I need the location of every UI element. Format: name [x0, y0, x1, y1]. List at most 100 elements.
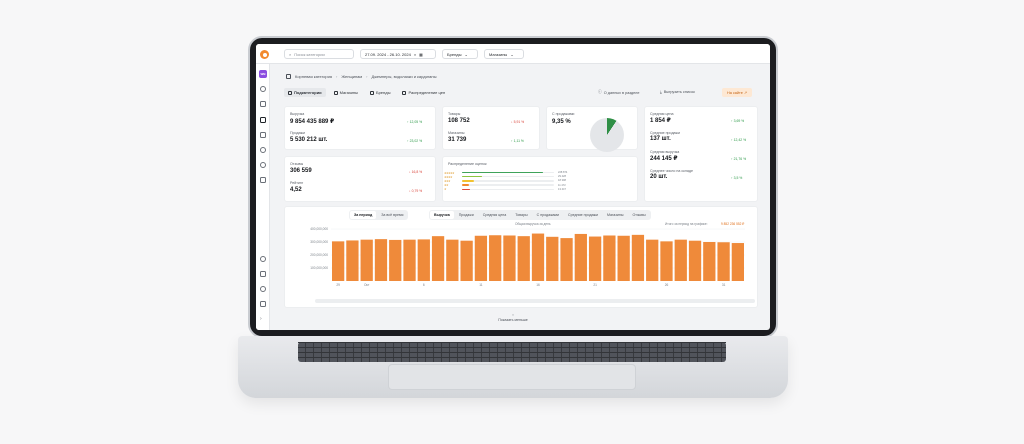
- search-icon[interactable]: [260, 162, 266, 168]
- avg-stock-change: ↑ 3,5 %: [731, 176, 743, 180]
- tag-icon: [369, 90, 374, 95]
- chart-bar[interactable]: [446, 239, 459, 281]
- app-logo[interactable]: [260, 50, 269, 59]
- chart-bar[interactable]: [646, 239, 659, 281]
- rating-row: ★★★★ 29 428: [444, 175, 584, 179]
- tab-brands[interactable]: Бренды: [366, 88, 395, 97]
- chart-bar[interactable]: [703, 242, 716, 281]
- avg-revenue-label: Средняя выручка: [650, 150, 680, 154]
- metric-option[interactable]: Отзывы: [632, 213, 646, 217]
- tab-subcategories[interactable]: Подкатегории: [284, 88, 326, 97]
- chart-bar[interactable]: [674, 239, 687, 281]
- metric-option[interactable]: Магазины: [607, 213, 624, 217]
- rating-distribution-title: Распределение оценок: [448, 162, 487, 166]
- chart-bar[interactable]: [360, 239, 373, 281]
- rating-count: 29 428: [558, 175, 566, 179]
- chart-bar[interactable]: [546, 236, 559, 281]
- dashboard-icon[interactable]: [260, 86, 266, 92]
- shops-select[interactable]: Магазины ⌄: [484, 49, 524, 59]
- chart-bar[interactable]: [588, 236, 602, 281]
- show-less-button[interactable]: ⌃ Показать меньше: [256, 314, 770, 322]
- grid-icon[interactable]: [260, 132, 266, 138]
- marketplace-badge[interactable]: WB: [259, 70, 267, 78]
- chart-bar[interactable]: [731, 243, 745, 281]
- rating-stars: ★★: [444, 183, 449, 188]
- chart-bar[interactable]: [346, 240, 359, 281]
- x-tick-label: 21: [593, 283, 597, 287]
- period-option[interactable]: За всё время: [381, 213, 404, 217]
- chart-scrollbar[interactable]: [315, 299, 755, 303]
- metric-option[interactable]: Продажи: [458, 213, 474, 217]
- chart-bar[interactable]: [460, 240, 473, 281]
- chart-bar[interactable]: [531, 233, 545, 281]
- settings-icon[interactable]: [260, 286, 266, 292]
- rating-row: ★★ 11 472: [444, 183, 584, 188]
- chart-bar[interactable]: [574, 233, 587, 281]
- document-icon[interactable]: [260, 177, 266, 183]
- shops-value: 31 739: [448, 137, 467, 143]
- translate-icon[interactable]: [260, 271, 266, 277]
- chart-bar[interactable]: [389, 239, 402, 281]
- chart-bar[interactable]: [374, 239, 388, 281]
- open-on-site-button[interactable]: На сайте ↗: [722, 88, 753, 97]
- metric-toggle: Выручка Продажи Средняя цена Товары С продаж…: [429, 210, 651, 220]
- chart-bar[interactable]: [517, 236, 530, 281]
- with-sales-pie: [590, 118, 624, 152]
- expand-icon[interactable]: ›: [260, 316, 262, 322]
- period-option[interactable]: За период: [350, 211, 377, 219]
- tab-shops[interactable]: Магазины: [330, 88, 362, 97]
- y-tick-label: 400,000,000: [310, 227, 328, 231]
- metric-option[interactable]: Выручка: [430, 211, 454, 219]
- tag-icon[interactable]: [260, 147, 266, 153]
- bar-chart-icon: [402, 90, 407, 95]
- chart-bar[interactable]: [474, 235, 488, 281]
- brands-select[interactable]: Бренды ⌄: [442, 49, 478, 59]
- x-tick-label: 11: [479, 283, 483, 287]
- metric-option[interactable]: Средняя цена: [482, 213, 507, 217]
- logout-icon[interactable]: [260, 301, 266, 307]
- metric-option[interactable]: С продажами: [536, 213, 560, 217]
- chart-bar[interactable]: [503, 235, 516, 282]
- cart-icon[interactable]: [260, 101, 266, 107]
- store-icon[interactable]: [260, 117, 266, 123]
- date-range-picker[interactable]: 27.09. 2024 - 26.10. 2024 × ▦: [360, 49, 436, 59]
- chart-bar[interactable]: [489, 235, 502, 281]
- rating-stars: ★: [444, 187, 447, 192]
- chart-bar[interactable]: [688, 240, 702, 281]
- shops-change: ↑ 1,11 %: [511, 139, 524, 143]
- home-icon[interactable]: [286, 74, 291, 79]
- chart-bar[interactable]: [403, 239, 416, 281]
- chart-bar[interactable]: [617, 235, 630, 281]
- chart-bar[interactable]: [560, 238, 573, 281]
- chart-bar[interactable]: [660, 241, 673, 281]
- rating-row: ★ 13 447: [444, 187, 584, 192]
- tab-price-distribution[interactable]: Распределение цен: [398, 88, 449, 97]
- x-tick-label: 26: [665, 283, 669, 287]
- revenue-bar-chart: 400,000,000 300,000,000 200,000,000 100,000…: [310, 227, 745, 287]
- category-search-input[interactable]: ⌕ Поиск категории: [284, 49, 354, 59]
- trackpad: [388, 364, 636, 390]
- breadcrumb-item[interactable]: Корневая категория: [295, 74, 333, 79]
- chart-bar[interactable]: [631, 234, 645, 281]
- metric-option[interactable]: Товары: [515, 213, 528, 217]
- x-tick-label: 6: [423, 283, 425, 287]
- breadcrumb-separator: ›: [336, 74, 338, 79]
- section-tabs: Подкатегории Магазины Бренды Распределен…: [284, 88, 449, 97]
- metric-option[interactable]: Средние продажи: [568, 213, 599, 217]
- about-data-link[interactable]: ⓘ О данных в разделе: [598, 90, 640, 95]
- store-icon: [333, 90, 338, 95]
- chart-bar[interactable]: [331, 241, 345, 281]
- with-sales-value: 9,35 %: [552, 119, 571, 125]
- chart-bar[interactable]: [417, 239, 430, 281]
- avg-sales-change: ↑ 12,42 %: [731, 138, 747, 142]
- rating-fill: [462, 184, 470, 186]
- chart-bar[interactable]: [603, 235, 616, 282]
- rating-count: 11 472: [558, 183, 566, 187]
- chart-bar[interactable]: [717, 242, 730, 281]
- breadcrumb-item[interactable]: Женщинам: [341, 74, 363, 79]
- chart-bar[interactable]: [431, 236, 445, 281]
- keyboard: [298, 342, 726, 362]
- help-icon[interactable]: [260, 256, 266, 262]
- clear-icon[interactable]: ×: [413, 51, 417, 57]
- export-list-button[interactable]: ⤓ Выгрузить список: [660, 90, 695, 94]
